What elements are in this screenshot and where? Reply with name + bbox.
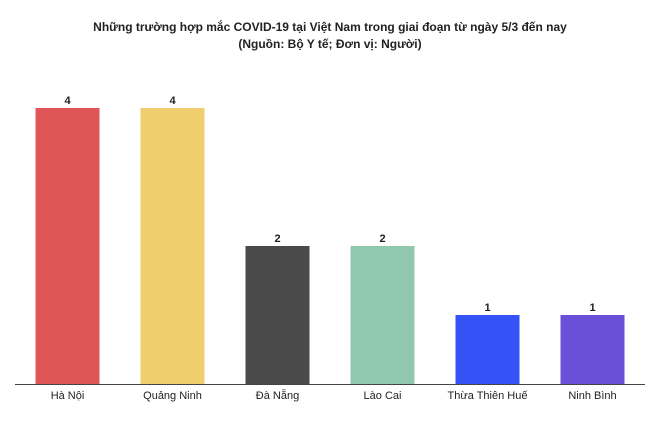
value-label: 2 (379, 233, 385, 245)
bar (140, 108, 205, 384)
x-tick-label: Hà Nội (51, 390, 85, 402)
value-label: 1 (589, 302, 595, 314)
value-label: 4 (64, 95, 71, 107)
x-tick-label: Ninh Bình (568, 390, 616, 402)
bar (455, 315, 520, 384)
bar (245, 246, 310, 384)
bar (560, 315, 625, 384)
x-tick-label: Quảng Ninh (143, 390, 202, 402)
bar (35, 108, 100, 384)
x-tick-label: Lào Cai (364, 390, 402, 402)
chart-title: Những trường hợp mắc COVID-19 tại Việt N… (93, 19, 567, 34)
value-label: 1 (484, 302, 490, 314)
chart-subtitle: (Nguồn: Bộ Y tế; Đơn vị: Người) (238, 37, 421, 51)
x-tick-label: Đà Nẵng (256, 389, 299, 402)
bar (350, 246, 415, 384)
value-label: 4 (169, 95, 176, 107)
x-tick-label: Thừa Thiên Huế (448, 390, 528, 402)
value-label: 2 (274, 233, 280, 245)
